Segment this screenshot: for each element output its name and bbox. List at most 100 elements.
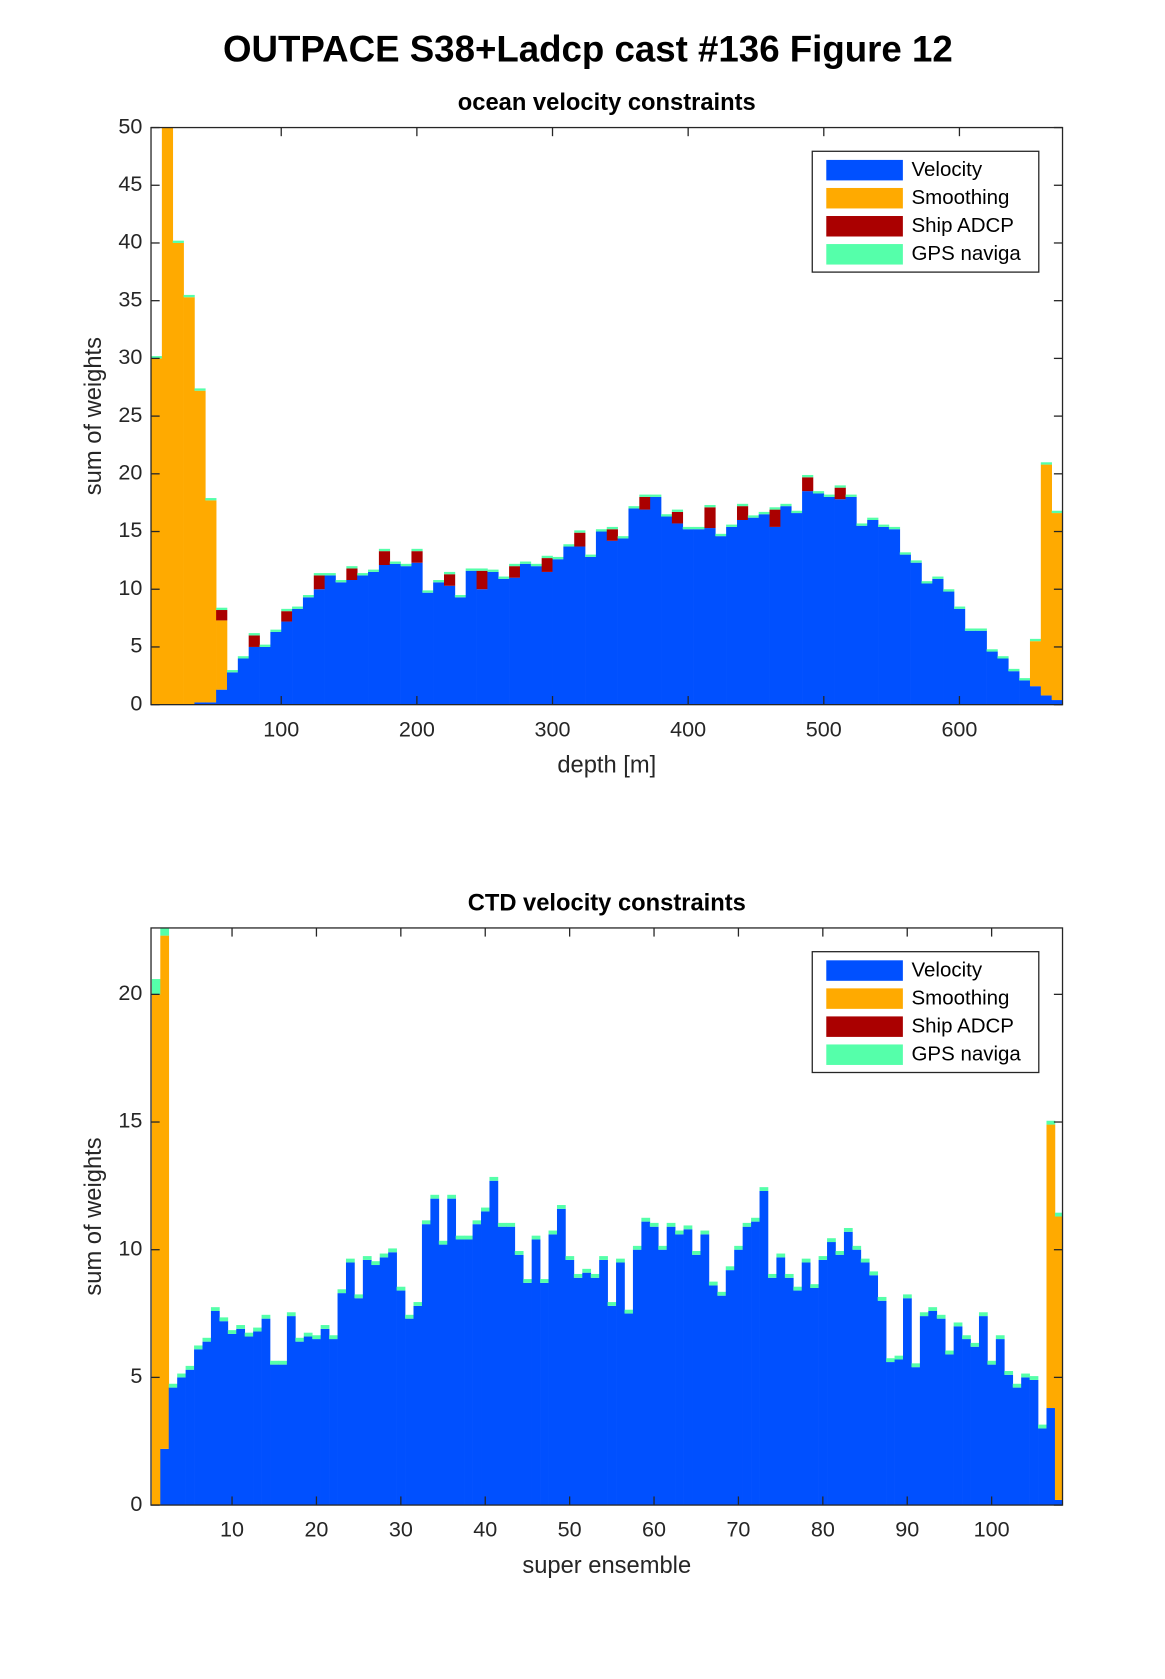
bar-segment xyxy=(910,560,922,563)
bar-segment xyxy=(852,1249,862,1506)
bar-segment xyxy=(692,1250,701,1255)
bar-segment xyxy=(354,1294,364,1299)
bar-segment xyxy=(888,526,901,530)
bar-segment xyxy=(606,529,618,541)
bar-segment xyxy=(371,1261,381,1266)
bar-segment xyxy=(708,1285,718,1506)
y-tick-label: 40 xyxy=(118,229,142,254)
y-tick-label: 20 xyxy=(118,980,142,1005)
bar-segment xyxy=(324,575,336,705)
bar-segment xyxy=(978,1316,988,1506)
bar-segment xyxy=(599,1256,608,1260)
bar-segment xyxy=(843,1227,853,1232)
bar-segment xyxy=(573,1273,583,1278)
bar-segment xyxy=(1008,668,1020,672)
bar-segment xyxy=(216,607,228,611)
bar-segment xyxy=(226,672,239,705)
bar-segment xyxy=(540,1279,549,1283)
bar-segment xyxy=(736,506,749,520)
x-tick-label: 70 xyxy=(726,1517,750,1542)
bar-segment xyxy=(726,524,738,527)
bar-segment xyxy=(183,297,195,705)
bar-segment xyxy=(725,1266,735,1271)
bar-segment xyxy=(919,1316,929,1506)
bar-segment xyxy=(812,491,825,494)
bar-segment xyxy=(639,494,651,497)
bar-segment xyxy=(227,1333,237,1506)
bar-segment xyxy=(379,1257,389,1506)
bar-segment xyxy=(835,1254,845,1506)
bar-segment xyxy=(541,555,553,559)
bar-segment xyxy=(464,1239,473,1506)
bar-segment xyxy=(270,1364,279,1506)
bar-segment xyxy=(852,1245,862,1250)
bar-segment xyxy=(519,563,532,705)
bar-segment xyxy=(430,1198,440,1506)
x-tick-label: 100 xyxy=(263,716,299,741)
bar-segment xyxy=(1040,462,1052,465)
bar-segment xyxy=(476,568,488,571)
bar-segment xyxy=(1012,1383,1022,1388)
y-tick-label: 35 xyxy=(118,286,142,311)
bar-segment xyxy=(666,1226,676,1506)
legend-swatch xyxy=(826,1016,903,1037)
x-tick-label: 300 xyxy=(535,716,571,741)
x-tick-label: 30 xyxy=(389,1517,413,1542)
bar-segment xyxy=(226,670,239,673)
bar-segment xyxy=(270,631,282,705)
bar-segment xyxy=(997,656,1009,659)
bar-segment xyxy=(541,558,553,572)
y-tick-label: 5 xyxy=(130,633,142,658)
bar-segment xyxy=(894,1355,904,1360)
y-tick-label: 50 xyxy=(118,113,142,138)
bar-segment xyxy=(444,574,456,586)
bar-segment xyxy=(758,514,770,705)
bar-segment xyxy=(953,1326,963,1506)
legend-label: Velocity xyxy=(912,959,983,982)
bar-segment xyxy=(1046,1408,1056,1506)
bar-segment xyxy=(767,1273,777,1278)
bar-segment xyxy=(259,644,271,647)
bar-segment xyxy=(236,1325,246,1329)
bar-segment xyxy=(1051,700,1063,705)
bar-segment xyxy=(758,511,770,515)
bar-segment xyxy=(422,592,434,705)
bar-segment xyxy=(286,1316,296,1506)
bar-segment xyxy=(481,1211,490,1506)
y-tick-label: 0 xyxy=(130,690,142,715)
bar-segment xyxy=(185,1369,195,1506)
bar-segment xyxy=(1012,1387,1022,1506)
bar-segment xyxy=(1029,638,1042,642)
bar-segment xyxy=(438,1244,448,1506)
bar-segment xyxy=(295,1341,305,1506)
bar-segment xyxy=(675,1234,684,1506)
bar-segment xyxy=(362,1256,372,1260)
bar-segment xyxy=(227,1330,237,1334)
bar-segment xyxy=(205,702,217,705)
bar-segment xyxy=(1021,1373,1030,1378)
bar-segment xyxy=(878,526,890,705)
bar-segment xyxy=(447,1198,457,1506)
bar-segment xyxy=(725,1270,735,1506)
bar-segment xyxy=(986,651,998,705)
bar-segment xyxy=(248,633,260,636)
bar-segment xyxy=(1029,1376,1039,1380)
bar-segment xyxy=(465,568,477,571)
bar-segment xyxy=(628,508,640,705)
bar-segment xyxy=(975,628,987,631)
legend-swatch xyxy=(826,244,903,265)
bar-segment xyxy=(943,589,955,592)
bar-segment xyxy=(877,1300,887,1506)
bar-segment xyxy=(476,589,488,705)
bar-segment xyxy=(888,529,901,705)
x-tick-label: 600 xyxy=(941,716,977,741)
bar-segment xyxy=(509,563,521,567)
legend-swatch xyxy=(826,216,903,237)
bar-segment xyxy=(261,1314,271,1319)
bar-segment xyxy=(261,1318,271,1506)
legend-label: Smoothing xyxy=(912,186,1010,209)
bar-segment xyxy=(894,1359,904,1506)
bar-segment xyxy=(747,515,760,518)
bar-segment xyxy=(497,1222,507,1227)
bar-segment xyxy=(661,514,673,517)
